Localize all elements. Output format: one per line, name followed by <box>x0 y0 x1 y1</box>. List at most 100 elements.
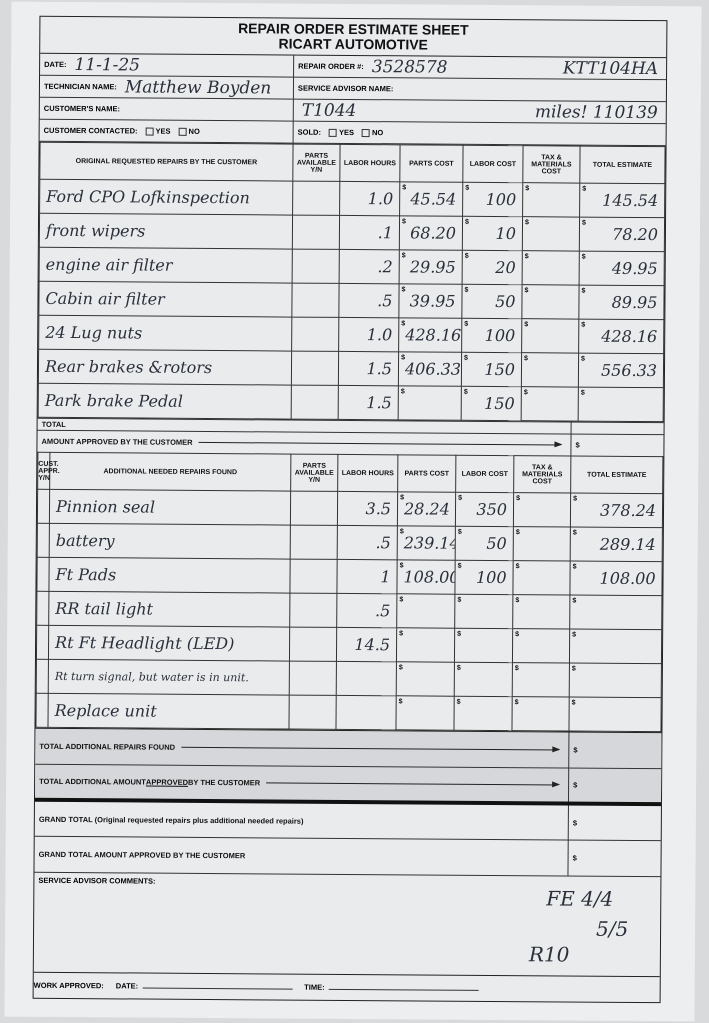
table-cell[interactable]: 14.5 <box>336 627 397 662</box>
table-cell[interactable] <box>396 661 455 697</box>
date-line[interactable]: DATE: <box>116 981 293 991</box>
time-line[interactable]: TIME: <box>304 983 479 993</box>
total-additional-approved-value[interactable]: $ <box>567 768 662 803</box>
total-additional-found-value[interactable]: $ <box>568 732 662 769</box>
table-cell[interactable] <box>36 625 49 660</box>
customer-name-field[interactable]: CUSTOMER'S NAME: <box>39 97 293 122</box>
table-cell[interactable]: 100 <box>454 560 514 595</box>
table-cell[interactable]: 50 <box>461 284 523 319</box>
table-cell[interactable]: 1.5 <box>338 351 399 386</box>
table-cell[interactable] <box>453 696 513 731</box>
table-cell[interactable] <box>336 661 397 696</box>
table-cell[interactable]: front wipers <box>39 213 293 250</box>
table-cell[interactable]: RR tail light <box>48 591 290 628</box>
table-cell[interactable] <box>512 594 570 630</box>
table-cell[interactable]: 45.54 <box>399 181 463 217</box>
table-cell[interactable] <box>578 387 664 422</box>
table-cell[interactable]: 68.20 <box>399 215 463 251</box>
table-cell[interactable] <box>36 557 50 592</box>
table-cell[interactable]: .5 <box>337 525 398 560</box>
table-cell[interactable] <box>511 696 570 732</box>
table-cell[interactable] <box>292 215 340 250</box>
table-cell[interactable]: 100 <box>462 182 523 217</box>
contacted-yes-checkbox[interactable] <box>145 127 154 136</box>
table-cell[interactable] <box>521 352 579 388</box>
grand-approved-value[interactable]: $ <box>567 840 661 877</box>
table-cell[interactable]: Cabin air filter <box>38 281 293 318</box>
table-cell[interactable]: 428.16 <box>398 317 462 353</box>
table-cell[interactable] <box>512 662 570 698</box>
table-cell[interactable]: Ft Pads <box>48 557 291 594</box>
table-cell[interactable] <box>454 594 513 629</box>
table-cell[interactable]: .5 <box>336 593 397 628</box>
table-cell[interactable] <box>522 250 580 286</box>
table-cell[interactable]: 1.0 <box>339 181 400 216</box>
table-cell[interactable] <box>522 216 580 252</box>
table-cell[interactable] <box>396 627 455 663</box>
table-cell[interactable]: 150 <box>461 386 522 421</box>
table-cell[interactable] <box>291 385 339 420</box>
table-cell[interactable]: 428.16 <box>578 319 664 354</box>
table-cell[interactable]: Pinnion seal <box>49 489 291 526</box>
table-cell[interactable]: Rt Ft Headlight (LED) <box>48 625 290 662</box>
table-cell[interactable]: .1 <box>339 215 400 250</box>
table-cell[interactable]: 406.33 <box>398 351 462 387</box>
table-cell[interactable] <box>37 523 50 558</box>
table-cell[interactable] <box>454 662 513 697</box>
sold-no-checkbox[interactable] <box>361 128 371 137</box>
table-cell[interactable]: Park brake Pedal <box>38 383 292 420</box>
table-cell[interactable] <box>291 351 339 386</box>
table-cell[interactable]: 100 <box>461 318 522 353</box>
table-cell[interactable]: Ford CPO Lofkinspection <box>39 179 293 216</box>
table-cell[interactable]: 289.14 <box>570 527 663 562</box>
date-field[interactable]: DATE: 11-1-25 <box>40 53 294 78</box>
table-cell[interactable]: battery <box>49 523 291 560</box>
table-cell[interactable] <box>290 525 338 560</box>
table-cell[interactable]: 24 Lug nuts <box>38 315 292 352</box>
service-advisor-comments[interactable]: SERVICE ADVISOR COMMENTS: FE 4/4 5/5 R10 <box>33 871 661 977</box>
table-cell[interactable] <box>292 181 340 216</box>
table-cell[interactable]: engine air filter <box>39 247 293 284</box>
table-cell[interactable]: Rt turn signal, but water is in unit. <box>48 659 290 696</box>
table-cell[interactable]: Replace unit <box>47 693 290 730</box>
table-cell[interactable]: .2 <box>339 249 400 284</box>
table-cell[interactable]: 1.0 <box>338 317 399 352</box>
table-cell[interactable]: .5 <box>338 283 400 318</box>
table-cell[interactable]: 89.95 <box>578 285 665 320</box>
table-cell[interactable]: 145.54 <box>579 183 665 218</box>
table-cell[interactable] <box>289 661 337 696</box>
total-amount[interactable] <box>570 422 664 435</box>
table-cell[interactable] <box>292 249 340 284</box>
table-cell[interactable] <box>521 386 579 422</box>
table-cell[interactable] <box>37 489 50 524</box>
table-cell[interactable]: 29.95 <box>399 249 463 285</box>
table-cell[interactable]: 556.33 <box>578 353 664 388</box>
table-cell[interactable]: 108.00 <box>569 561 663 596</box>
table-cell[interactable] <box>454 628 513 663</box>
table-cell[interactable] <box>289 627 337 662</box>
table-cell[interactable] <box>396 593 455 629</box>
table-cell[interactable] <box>513 526 571 562</box>
table-cell[interactable] <box>36 659 49 694</box>
table-cell[interactable] <box>569 663 662 698</box>
table-cell[interactable]: 239.14 <box>397 525 456 561</box>
table-cell[interactable] <box>288 695 337 730</box>
table-cell[interactable]: 28.24 <box>397 491 456 527</box>
table-cell[interactable] <box>35 693 49 728</box>
table-cell[interactable] <box>569 595 662 630</box>
table-cell[interactable]: 20 <box>462 250 523 285</box>
table-cell[interactable] <box>395 695 455 731</box>
table-cell[interactable] <box>289 593 337 628</box>
table-cell[interactable] <box>568 697 662 732</box>
table-cell[interactable]: 3.5 <box>337 491 398 526</box>
table-cell[interactable] <box>522 182 580 218</box>
table-cell[interactable] <box>512 628 570 664</box>
table-cell[interactable]: 78.20 <box>579 217 665 252</box>
table-cell[interactable]: 378.24 <box>570 493 663 528</box>
table-cell[interactable] <box>513 492 571 528</box>
table-cell[interactable]: 49.95 <box>579 251 665 286</box>
table-cell[interactable]: Rear brakes &rotors <box>38 349 292 386</box>
table-cell[interactable] <box>291 283 340 318</box>
table-cell[interactable]: 1.5 <box>338 385 399 420</box>
table-cell[interactable] <box>521 284 580 320</box>
